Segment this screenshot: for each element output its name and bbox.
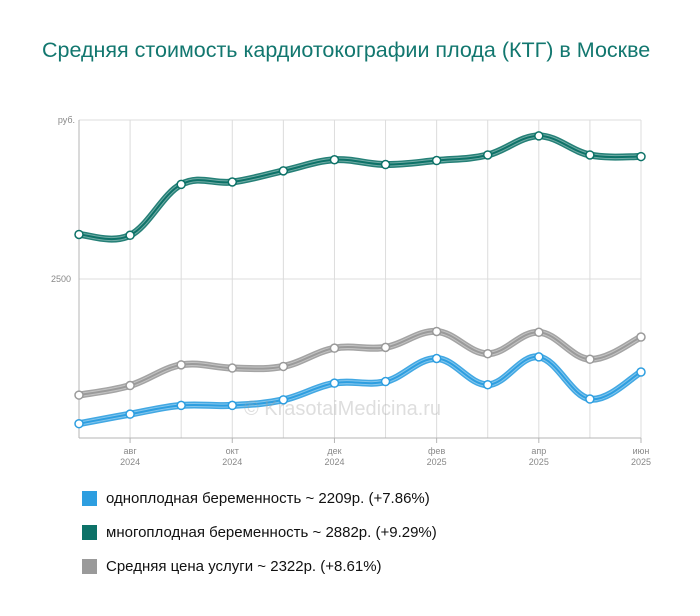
- data-point: [329, 155, 340, 165]
- x-tick-label-month: дек: [327, 446, 341, 456]
- watermark: © KrasotaiMedicina.ru: [244, 398, 442, 420]
- data-point: [125, 230, 135, 241]
- line-chart: руб.2500авг2024окт2024дек2024фев2025апр2…: [51, 115, 651, 467]
- x-tick-label-year: 2024: [120, 457, 140, 467]
- series-line-highlight: [78, 133, 642, 242]
- data-point: [636, 151, 646, 162]
- legend-item[interactable]: Средняя цена услуги ~ 2322р. (+8.61%): [82, 556, 437, 576]
- data-point: [329, 343, 340, 353]
- data-point: [278, 361, 289, 372]
- chart-legend: однoплодная беременность ~ 2209р. (+7.86…: [82, 488, 437, 590]
- data-point: [636, 332, 646, 342]
- data-point: [534, 131, 544, 141]
- legend-swatch: [82, 524, 97, 540]
- x-tick-label-year: 2025: [427, 457, 447, 467]
- data-point: [74, 229, 84, 240]
- legend-label: многоплодная беременность ~ 2882р. (+9.2…: [106, 523, 437, 541]
- legend-label: Средняя цена услуги ~ 2322р. (+8.61%): [106, 557, 382, 575]
- data-point: [482, 348, 493, 359]
- legend-swatch: [82, 558, 97, 574]
- data-point: [125, 409, 135, 419]
- chart-title: Средняя стоимость кардиотокографии плода…: [42, 38, 651, 62]
- legend-label: однoплодная беременность ~ 2209р. (+7.86…: [106, 489, 430, 507]
- data-point: [125, 380, 135, 391]
- data-point: [431, 155, 442, 166]
- data-point: [227, 400, 238, 411]
- data-point: [585, 150, 595, 160]
- x-tick-label-month: окт: [226, 446, 239, 456]
- data-point: [636, 367, 646, 377]
- legend-swatch: [82, 490, 97, 506]
- data-point: [380, 342, 391, 353]
- data-point: [329, 378, 340, 388]
- x-tick-label-year: 2025: [631, 457, 651, 467]
- data-point: [482, 150, 493, 160]
- y-tick-label: 2500: [51, 274, 71, 284]
- chart-tick-labels: руб.2500авг2024окт2024дек2024фев2025апр2…: [51, 115, 651, 467]
- data-point: [380, 376, 391, 387]
- chart-series: [75, 132, 645, 428]
- data-point: [431, 353, 442, 364]
- data-point: [534, 352, 544, 362]
- series-line: [78, 134, 642, 241]
- legend-item[interactable]: однoплодная беременность ~ 2209р. (+7.86…: [82, 488, 437, 508]
- data-point: [278, 395, 289, 405]
- x-tick-label-month: июн: [633, 446, 650, 456]
- series-line-band: [75, 132, 645, 243]
- data-point: [585, 354, 595, 365]
- data-point: [585, 394, 595, 404]
- chart-grid: [79, 119, 642, 438]
- data-point: [482, 379, 493, 390]
- data-point: [176, 360, 186, 370]
- data-point: [534, 327, 544, 338]
- x-tick-label-month: фев: [428, 446, 445, 456]
- data-point: [380, 159, 391, 170]
- data-point: [431, 326, 442, 337]
- data-point: [74, 418, 84, 429]
- chart-axes: [78, 120, 642, 443]
- x-tick-label-month: авг: [124, 446, 138, 456]
- data-point: [176, 400, 186, 411]
- x-tick-label-year: 2024: [324, 457, 344, 467]
- y-axis-label: руб.: [58, 115, 75, 125]
- x-tick-label-month: апр: [531, 446, 546, 456]
- data-point: [176, 179, 186, 190]
- chart-points: [74, 131, 646, 429]
- x-tick-label-year: 2024: [222, 457, 242, 467]
- x-tick-label-year: 2025: [529, 457, 549, 467]
- data-point: [278, 166, 289, 176]
- data-point: [74, 390, 84, 400]
- legend-item[interactable]: многоплодная беременность ~ 2882р. (+9.2…: [82, 522, 437, 542]
- data-point: [227, 177, 238, 187]
- data-point: [227, 363, 238, 373]
